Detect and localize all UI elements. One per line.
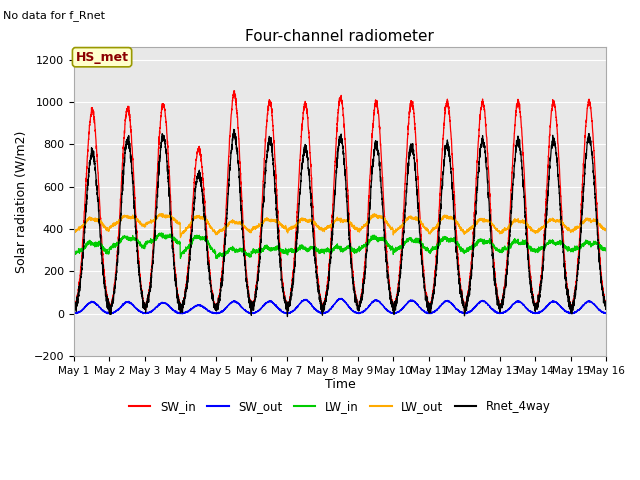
SW_out — [337, 295, 345, 301]
SW_in — [70, 303, 77, 309]
Rnet_4way — [490, 263, 497, 269]
LW_in — [602, 246, 610, 252]
Rnet_4way — [284, 314, 291, 320]
LW_out — [70, 229, 77, 235]
SW_in — [459, 299, 467, 305]
SW_in — [602, 298, 609, 304]
Legend: SW_in, SW_out, LW_in, LW_out, Rnet_4way: SW_in, SW_out, LW_in, LW_out, Rnet_4way — [124, 396, 556, 418]
SW_out — [602, 310, 610, 316]
SW_in — [320, 300, 328, 306]
SW_out — [70, 310, 77, 316]
SW_in — [490, 253, 497, 259]
SW_out — [70, 311, 78, 316]
LW_in — [70, 251, 77, 256]
Rnet_4way — [230, 127, 237, 132]
SW_in — [429, 283, 437, 289]
Rnet_4way — [166, 193, 173, 199]
Line: LW_in: LW_in — [74, 233, 606, 258]
SW_in — [461, 310, 468, 316]
SW_out — [166, 303, 173, 309]
LW_in — [460, 246, 467, 252]
LW_out — [430, 226, 438, 231]
LW_in — [166, 232, 173, 238]
SW_in — [166, 173, 173, 179]
Y-axis label: Solar radiation (W/m2): Solar radiation (W/m2) — [15, 130, 28, 273]
SW_out — [602, 310, 609, 315]
X-axis label: Time: Time — [324, 379, 355, 392]
Text: No data for f_Rnet: No data for f_Rnet — [3, 11, 105, 22]
LW_in — [320, 247, 328, 252]
LW_in — [602, 248, 609, 254]
SW_out — [320, 310, 328, 316]
Line: SW_in: SW_in — [74, 91, 606, 313]
LW_in — [157, 230, 165, 236]
LW_in — [177, 255, 184, 261]
SW_out — [460, 310, 467, 315]
LW_out — [602, 227, 610, 232]
Rnet_4way — [602, 299, 609, 305]
LW_out — [320, 226, 328, 232]
LW_out — [177, 235, 184, 240]
Rnet_4way — [430, 287, 438, 293]
LW_in — [490, 242, 497, 248]
SW_in — [230, 88, 238, 94]
LW_out — [157, 211, 165, 216]
Rnet_4way — [602, 302, 610, 308]
Line: LW_out: LW_out — [74, 214, 606, 238]
Rnet_4way — [320, 300, 328, 306]
Text: HS_met: HS_met — [76, 51, 129, 64]
Rnet_4way — [460, 300, 467, 305]
LW_out — [602, 228, 609, 234]
Line: Rnet_4way: Rnet_4way — [74, 130, 606, 317]
LW_in — [430, 245, 438, 251]
LW_out — [460, 227, 467, 233]
SW_in — [602, 301, 610, 307]
SW_out — [490, 307, 497, 313]
Line: SW_out: SW_out — [74, 298, 606, 313]
SW_out — [430, 309, 438, 314]
LW_out — [166, 212, 173, 218]
LW_out — [490, 223, 497, 228]
Rnet_4way — [70, 303, 77, 309]
Title: Four-channel radiometer: Four-channel radiometer — [246, 29, 435, 44]
